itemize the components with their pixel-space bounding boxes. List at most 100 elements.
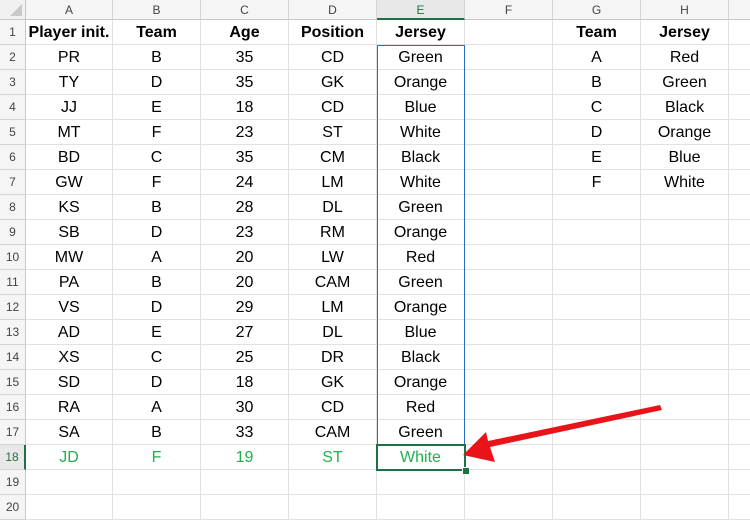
cell-A5[interactable]: MT [26, 120, 113, 145]
row-header-16[interactable]: 16 [0, 395, 26, 420]
cell-B5[interactable]: F [113, 120, 201, 145]
cell-extra-12[interactable] [729, 295, 750, 320]
cell-G19[interactable] [553, 470, 641, 495]
cell-A12[interactable]: VS [26, 295, 113, 320]
row-header-8[interactable]: 8 [0, 195, 26, 220]
cell-extra-5[interactable] [729, 120, 750, 145]
cell-G8[interactable] [553, 195, 641, 220]
row-header-4[interactable]: 4 [0, 95, 26, 120]
cell-A6[interactable]: BD [26, 145, 113, 170]
column-header-A[interactable]: A [26, 0, 113, 20]
cell-H3[interactable]: Green [641, 70, 729, 95]
cell-F3[interactable] [465, 70, 553, 95]
cell-D5[interactable]: ST [289, 120, 377, 145]
row-header-3[interactable]: 3 [0, 70, 26, 95]
cell-H16[interactable] [641, 395, 729, 420]
cell-G9[interactable] [553, 220, 641, 245]
cell-C1[interactable]: Age [201, 20, 289, 45]
cell-C11[interactable]: 20 [201, 270, 289, 295]
row-header-17[interactable]: 17 [0, 420, 26, 445]
cell-H10[interactable] [641, 245, 729, 270]
cell-F1[interactable] [465, 20, 553, 45]
cell-B7[interactable]: F [113, 170, 201, 195]
cell-B14[interactable]: C [113, 345, 201, 370]
row-header-18[interactable]: 18 [0, 445, 26, 470]
cell-B11[interactable]: B [113, 270, 201, 295]
cell-D8[interactable]: DL [289, 195, 377, 220]
cell-F2[interactable] [465, 45, 553, 70]
cell-H14[interactable] [641, 345, 729, 370]
select-all-button[interactable] [0, 0, 26, 20]
cell-H9[interactable] [641, 220, 729, 245]
cell-F6[interactable] [465, 145, 553, 170]
cell-H5[interactable]: Orange [641, 120, 729, 145]
cell-B12[interactable]: D [113, 295, 201, 320]
cell-G14[interactable] [553, 345, 641, 370]
cell-extra-1[interactable] [729, 20, 750, 45]
cell-A7[interactable]: GW [26, 170, 113, 195]
cell-D10[interactable]: LW [289, 245, 377, 270]
cell-C3[interactable]: 35 [201, 70, 289, 95]
cell-E19[interactable] [377, 470, 465, 495]
cell-H4[interactable]: Black [641, 95, 729, 120]
cell-C5[interactable]: 23 [201, 120, 289, 145]
cell-B6[interactable]: C [113, 145, 201, 170]
cell-extra-15[interactable] [729, 370, 750, 395]
cell-C8[interactable]: 28 [201, 195, 289, 220]
column-header-G[interactable]: G [553, 0, 641, 20]
row-header-2[interactable]: 2 [0, 45, 26, 70]
cell-C2[interactable]: 35 [201, 45, 289, 70]
cell-H15[interactable] [641, 370, 729, 395]
cell-G6[interactable]: E [553, 145, 641, 170]
column-header-C[interactable]: C [201, 0, 289, 20]
cell-H7[interactable]: White [641, 170, 729, 195]
cell-D1[interactable]: Position [289, 20, 377, 45]
cell-A11[interactable]: PA [26, 270, 113, 295]
cell-B2[interactable]: B [113, 45, 201, 70]
cell-B9[interactable]: D [113, 220, 201, 245]
cell-G5[interactable]: D [553, 120, 641, 145]
cell-extra-9[interactable] [729, 220, 750, 245]
cell-B19[interactable] [113, 470, 201, 495]
cell-F15[interactable] [465, 370, 553, 395]
cell-A13[interactable]: AD [26, 320, 113, 345]
cell-F18[interactable] [465, 445, 553, 470]
cell-extra-16[interactable] [729, 395, 750, 420]
column-header-extra[interactable] [729, 0, 750, 20]
cell-B1[interactable]: Team [113, 20, 201, 45]
cell-D6[interactable]: CM [289, 145, 377, 170]
cell-D9[interactable]: RM [289, 220, 377, 245]
cell-F8[interactable] [465, 195, 553, 220]
row-header-11[interactable]: 11 [0, 270, 26, 295]
cell-H1[interactable]: Jersey [641, 20, 729, 45]
cell-extra-14[interactable] [729, 345, 750, 370]
cell-extra-6[interactable] [729, 145, 750, 170]
cell-D11[interactable]: CAM [289, 270, 377, 295]
row-header-5[interactable]: 5 [0, 120, 26, 145]
cell-G18[interactable] [553, 445, 641, 470]
cell-F13[interactable] [465, 320, 553, 345]
cell-extra-18[interactable] [729, 445, 750, 470]
column-header-E[interactable]: E [377, 0, 465, 20]
cell-A18[interactable]: JD [26, 445, 113, 470]
cell-C13[interactable]: 27 [201, 320, 289, 345]
cell-G11[interactable] [553, 270, 641, 295]
cell-A2[interactable]: PR [26, 45, 113, 70]
cell-F19[interactable] [465, 470, 553, 495]
cell-D4[interactable]: CD [289, 95, 377, 120]
cell-extra-2[interactable] [729, 45, 750, 70]
cell-extra-17[interactable] [729, 420, 750, 445]
cell-A3[interactable]: TY [26, 70, 113, 95]
cell-H8[interactable] [641, 195, 729, 220]
cell-H2[interactable]: Red [641, 45, 729, 70]
cell-G3[interactable]: B [553, 70, 641, 95]
cell-G2[interactable]: A [553, 45, 641, 70]
cell-G12[interactable] [553, 295, 641, 320]
cell-H11[interactable] [641, 270, 729, 295]
cell-D2[interactable]: CD [289, 45, 377, 70]
cell-C19[interactable] [201, 470, 289, 495]
cell-E1[interactable]: Jersey [377, 20, 465, 45]
cell-D19[interactable] [289, 470, 377, 495]
cell-B15[interactable]: D [113, 370, 201, 395]
row-header-7[interactable]: 7 [0, 170, 26, 195]
